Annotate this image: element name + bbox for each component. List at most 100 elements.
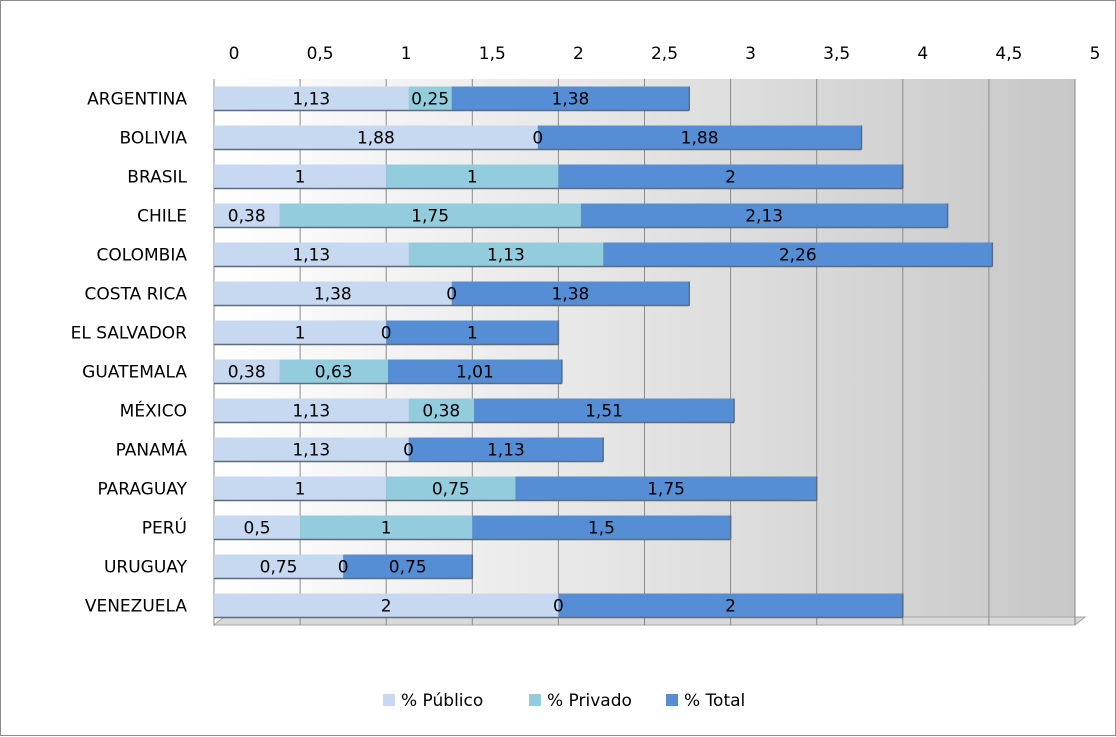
legend-label: % Público xyxy=(401,691,483,711)
data-label: 1,88 xyxy=(681,129,719,149)
data-label: 0,75 xyxy=(260,558,298,578)
data-label: 1,51 xyxy=(585,402,623,422)
data-label: 0 xyxy=(532,129,543,149)
bar-segment xyxy=(214,164,387,189)
category-label: BRASIL xyxy=(127,168,187,188)
bar-segment xyxy=(386,476,516,501)
bar-segment xyxy=(474,398,735,423)
bar-segment xyxy=(451,281,690,306)
category-labels: ARGENTINA BOLIVIA BRASIL CHILE COLOMBIA COSTA… xyxy=(71,90,188,617)
data-label: 1 xyxy=(381,519,392,539)
data-label: 0 xyxy=(381,324,392,344)
data-label: 1,5 xyxy=(588,519,615,539)
bar-segment xyxy=(214,242,409,267)
bar-segment xyxy=(603,242,993,267)
data-label: 2 xyxy=(725,597,736,617)
data-label: 0,75 xyxy=(432,480,470,500)
legend-swatch xyxy=(383,694,395,706)
category-label: PERÚ xyxy=(142,517,187,539)
bar-segment xyxy=(558,164,903,189)
bar-segment xyxy=(300,515,473,540)
x-tick-label: 3 xyxy=(745,44,756,64)
data-label: 1 xyxy=(295,480,306,500)
bar-segment xyxy=(387,359,562,384)
bar-segment xyxy=(279,203,581,228)
data-label: 1,75 xyxy=(411,207,449,227)
category-label: PARAGUAY xyxy=(97,480,187,500)
category-label: MÉXICO xyxy=(120,400,187,422)
category-label: PANAMÁ xyxy=(116,439,188,461)
data-label: 2 xyxy=(725,168,736,188)
bar-segment xyxy=(279,359,388,384)
bar-segment xyxy=(214,476,387,501)
bar-segment xyxy=(408,242,604,267)
category-label: COLOMBIA xyxy=(97,246,188,266)
legend-label: % Total xyxy=(684,691,745,711)
bar-segment xyxy=(214,320,387,345)
data-label: 2 xyxy=(381,597,392,617)
data-label: 1,13 xyxy=(292,246,330,266)
data-label: 0,25 xyxy=(411,90,449,110)
data-label: 2,26 xyxy=(779,246,817,266)
data-label: 1 xyxy=(295,168,306,188)
data-label: 1 xyxy=(467,324,478,344)
plot-area xyxy=(212,71,1087,626)
data-label: 1,38 xyxy=(314,285,352,305)
bar-segment xyxy=(214,593,559,618)
bars xyxy=(214,86,994,619)
category-label: CHILE xyxy=(137,207,187,227)
data-label: 0 xyxy=(553,597,564,617)
data-label: 0 xyxy=(446,285,457,305)
bar-segment xyxy=(214,86,409,111)
category-label: BOLIVIA xyxy=(119,129,187,149)
x-tick-label: 4,5 xyxy=(995,44,1022,64)
data-label: 1,13 xyxy=(487,441,525,461)
bar-segment xyxy=(472,515,731,540)
data-label: 0 xyxy=(403,441,414,461)
legend: % Público % Privado % Total xyxy=(383,691,745,711)
x-tick-label: 5 xyxy=(1090,44,1101,64)
bar-segment xyxy=(408,437,604,462)
category-label: ARGENTINA xyxy=(87,90,187,110)
category-label: URUGUAY xyxy=(104,558,188,578)
legend-swatch xyxy=(666,694,678,706)
data-label: 0,38 xyxy=(228,207,266,227)
data-labels: 1,13 0,25 1,38 1,88 0 1,88 1 1 2 0,38 1,75 2,13 1,13… xyxy=(228,90,817,617)
bar-segment xyxy=(214,203,280,228)
category-label: VENEZUELA xyxy=(85,597,188,617)
data-label: 1 xyxy=(467,168,478,188)
bar-segment xyxy=(386,164,559,189)
x-tick-label: 0 xyxy=(229,44,240,64)
bar-segment xyxy=(537,125,862,150)
bar-segment xyxy=(580,203,948,228)
bar-segment xyxy=(214,359,280,384)
bar-segment xyxy=(386,320,559,345)
data-label: 1,13 xyxy=(487,246,525,266)
x-tick-label: 3,5 xyxy=(823,44,850,64)
data-label: 0,75 xyxy=(389,558,427,578)
category-label: EL SALVADOR xyxy=(71,324,188,344)
bar-segment xyxy=(515,476,817,501)
data-label: 1,75 xyxy=(647,480,685,500)
bar-segment xyxy=(214,554,344,579)
x-tick-label: 2,5 xyxy=(651,44,678,64)
data-label: 1,01 xyxy=(456,363,494,383)
bar-segment xyxy=(343,554,473,579)
bar-segment xyxy=(214,398,409,423)
bar-segment xyxy=(408,398,475,423)
x-tick-label: 1,5 xyxy=(479,44,506,64)
data-label: 0,5 xyxy=(244,519,271,539)
x-tick-label: 0,5 xyxy=(307,44,334,64)
data-label: 0,38 xyxy=(422,402,460,422)
data-label: 1 xyxy=(295,324,306,344)
data-label: 1,13 xyxy=(292,402,330,422)
data-label: 1,13 xyxy=(292,90,330,110)
data-label: 0 xyxy=(338,558,349,578)
data-label: 0,63 xyxy=(315,363,353,383)
x-tick-label: 4 xyxy=(917,44,928,64)
data-label: 2,13 xyxy=(745,207,783,227)
bar-segment xyxy=(558,593,903,618)
bar-segment xyxy=(408,86,452,111)
category-label: COSTA RICA xyxy=(85,285,188,305)
